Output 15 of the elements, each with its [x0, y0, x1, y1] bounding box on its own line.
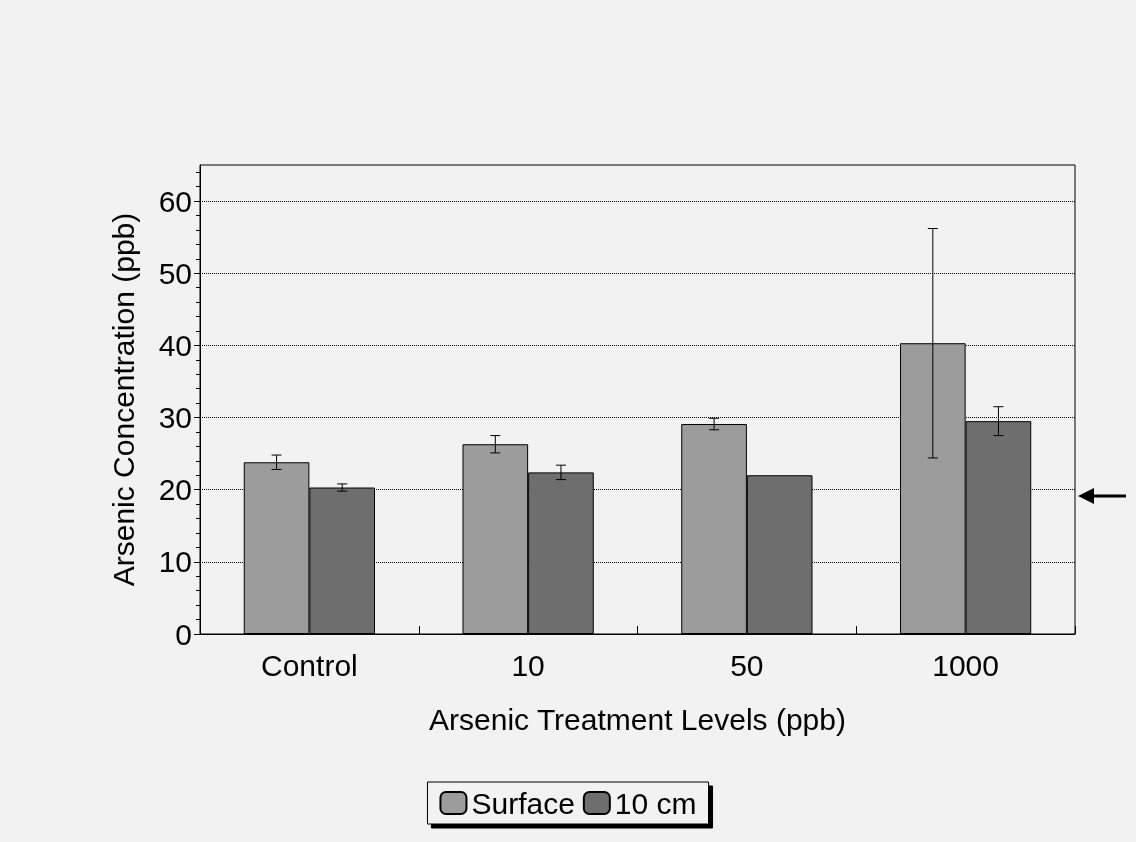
y-tick-label: 50: [158, 256, 192, 290]
y-tick-label: 60: [158, 184, 192, 218]
y-tick-label: 20: [158, 473, 192, 507]
legend-label: Surface: [471, 786, 575, 820]
y-tick-label: 40: [158, 328, 192, 362]
y-tick-label: 30: [158, 401, 192, 435]
x-tick-label: 50: [730, 648, 764, 682]
x-tick-label: 10: [511, 648, 545, 682]
x-tick-label: Control: [261, 648, 358, 682]
y-tick-label: 10: [158, 545, 192, 579]
x-axis-title: Arsenic Treatment Levels (ppb): [429, 702, 846, 736]
y-axis-title: Arsenic Concentration (ppb): [106, 212, 140, 587]
x-tick-label: 1000: [932, 648, 999, 682]
legend-label: 10 cm: [614, 786, 697, 820]
y-tick-label: 0: [175, 617, 192, 651]
